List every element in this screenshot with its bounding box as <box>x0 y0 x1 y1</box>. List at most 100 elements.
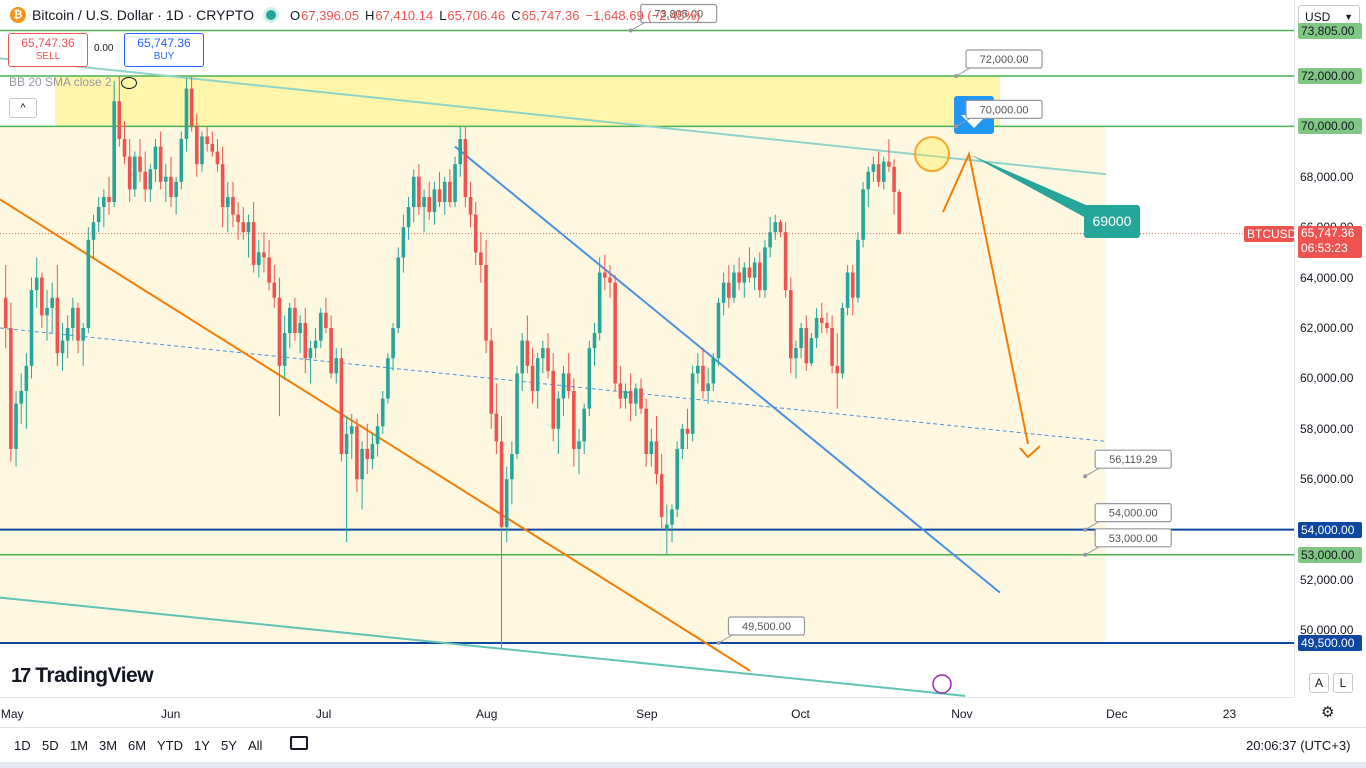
candle <box>654 441 659 475</box>
time-label: May <box>0 707 24 721</box>
candle <box>45 307 49 316</box>
candle <box>866 171 871 190</box>
candle <box>561 373 566 399</box>
candle <box>391 328 395 359</box>
candle <box>344 433 349 454</box>
symbol-title[interactable]: Bitcoin / U.S. Dollar · 1D · CRYPTO <box>32 7 254 23</box>
callout-text-2: 70,000.00 <box>980 104 1029 116</box>
candle <box>463 139 468 197</box>
candle <box>422 196 426 208</box>
ohlc-close-label: C <box>511 7 521 23</box>
tradingview-mark-icon: 17 <box>11 664 31 687</box>
forecast-arrow-head <box>1019 445 1041 459</box>
gear-icon[interactable]: ⚙ <box>1321 704 1335 721</box>
level-price-tag: 72,000.00 <box>1298 68 1362 84</box>
time-label: 23 <box>1222 707 1237 721</box>
candle <box>479 252 483 265</box>
time-axis[interactable] <box>0 697 1294 728</box>
bitcoin-icon: ₿ <box>10 7 26 23</box>
indicator-legend[interactable]: BB 20 SMA close 2 <box>9 75 138 89</box>
candle <box>153 146 158 170</box>
ohlc-low-label: L <box>439 7 447 23</box>
candle <box>401 227 406 258</box>
annotation-pointer <box>969 154 1086 218</box>
candle <box>680 428 685 449</box>
log-scale-button[interactable]: L <box>1333 673 1353 693</box>
candle <box>329 328 333 374</box>
candle <box>778 222 783 233</box>
candle <box>417 176 421 208</box>
callout-text-5: 53,000.00 <box>1109 533 1158 545</box>
callout-leader-6 <box>718 634 733 644</box>
collapse-legend-button[interactable]: ^ <box>9 98 37 118</box>
time-label: Jul <box>315 707 332 721</box>
highlight-circle <box>914 136 950 173</box>
spread-value: 0.00 <box>94 43 114 54</box>
candle <box>530 365 535 391</box>
callout-anchor-2 <box>954 124 959 129</box>
range-button-ytd[interactable]: YTD <box>157 738 183 753</box>
callout-box-3 <box>1094 449 1172 469</box>
candle <box>757 262 762 291</box>
candle <box>639 388 643 409</box>
candle <box>644 408 648 454</box>
candle <box>721 282 726 303</box>
candle <box>138 156 142 172</box>
bottom-toolbar <box>0 727 1366 763</box>
candle <box>339 358 344 454</box>
sell-button[interactable]: 65,747.36 SELL <box>8 33 88 67</box>
range-button-all[interactable]: All <box>248 738 263 753</box>
clock[interactable]: 20:06:37 (UTC+3) <box>1246 738 1351 753</box>
price-tick: 50,000.00 <box>1300 623 1354 638</box>
range-button-5d[interactable]: 5D <box>42 738 59 753</box>
candle <box>804 328 809 364</box>
candle <box>835 365 840 374</box>
callout-leader-3 <box>1084 467 1100 477</box>
time-label: Nov <box>951 707 973 721</box>
price-change: −1,648.69 (−2.45%) <box>585 7 701 23</box>
candle <box>742 267 747 283</box>
price-scale[interactable] <box>1294 0 1366 697</box>
buy-button[interactable]: 65,747.36 BUY <box>124 33 204 67</box>
candle <box>448 181 452 202</box>
annotation-box <box>1084 205 1140 238</box>
calendar-icon[interactable] <box>290 736 308 750</box>
price-tick: 68,000.00 <box>1300 169 1354 184</box>
level-price-tag: 49,500.00 <box>1298 635 1362 651</box>
candle <box>71 307 75 328</box>
candle <box>19 391 23 404</box>
candle <box>303 322 308 359</box>
footer-strip <box>0 762 1366 768</box>
auto-scale-button[interactable]: A <box>1309 673 1329 693</box>
candle <box>752 262 757 278</box>
range-button-5y[interactable]: 5Y <box>221 738 237 753</box>
range-button-6m[interactable]: 6M <box>128 738 147 753</box>
candle <box>566 373 571 391</box>
candle <box>9 328 13 449</box>
candle <box>675 448 679 510</box>
candle <box>814 317 819 339</box>
candle <box>50 297 54 308</box>
candle <box>799 328 803 349</box>
buy-label: BUY <box>153 51 175 62</box>
range-button-1y[interactable]: 1Y <box>194 738 210 753</box>
range-button-1d[interactable]: 1D <box>14 738 31 753</box>
candle <box>406 207 411 228</box>
callout-box-0 <box>640 3 718 24</box>
candle <box>809 338 814 364</box>
candle <box>158 146 163 182</box>
ohlc-high-value: 67,410.14 <box>375 7 434 23</box>
candle <box>546 348 550 371</box>
eye-off-icon[interactable] <box>121 76 138 89</box>
currency-select[interactable]: USD ▼ <box>1298 5 1360 27</box>
indicator-label: BB 20 SMA close 2 <box>9 75 112 89</box>
candle <box>515 373 519 454</box>
candle <box>40 277 44 316</box>
current-price-value: 65,747.36 <box>1301 225 1355 240</box>
candle <box>659 474 664 517</box>
price-tick: 56,000.00 <box>1300 472 1354 487</box>
range-button-1m[interactable]: 1M <box>70 738 89 753</box>
range-button-3m[interactable]: 3M <box>99 738 118 753</box>
candle <box>763 247 767 291</box>
